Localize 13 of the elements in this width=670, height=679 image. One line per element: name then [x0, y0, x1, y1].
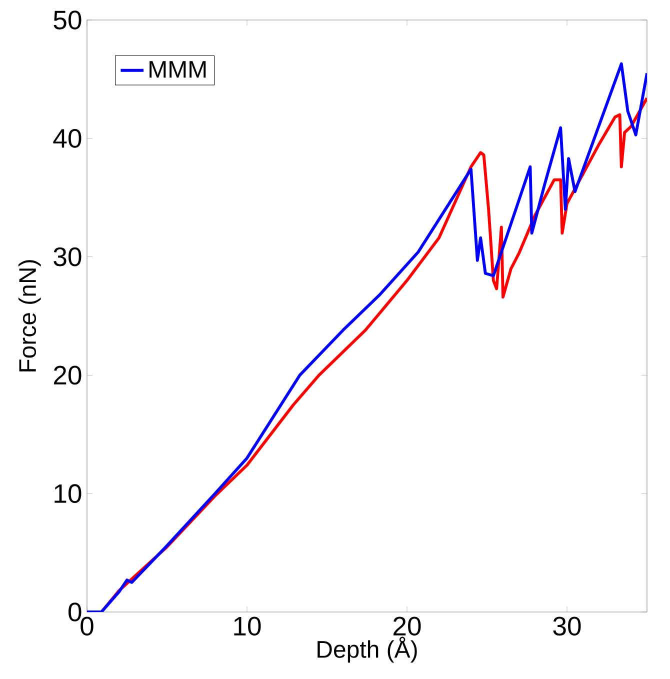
y-tick-label: 50: [54, 10, 82, 30]
x-tick-label: 0: [80, 616, 94, 636]
x-tick-label: 30: [553, 616, 581, 636]
y-tick-label: 10: [54, 484, 82, 504]
y-axis-title: Force (nN): [18, 260, 41, 372]
legend-label: MMM: [150, 61, 206, 78]
x-tick-label: 10: [234, 616, 261, 636]
x-axis-title: Depth (Å): [318, 636, 417, 663]
y-tick-label: 0: [68, 602, 82, 622]
y-tick-label: 30: [54, 247, 82, 266]
y-tick-label: 40: [53, 128, 82, 148]
x-tick-label: 20: [394, 616, 421, 636]
y-tick-label: 20: [54, 366, 82, 385]
